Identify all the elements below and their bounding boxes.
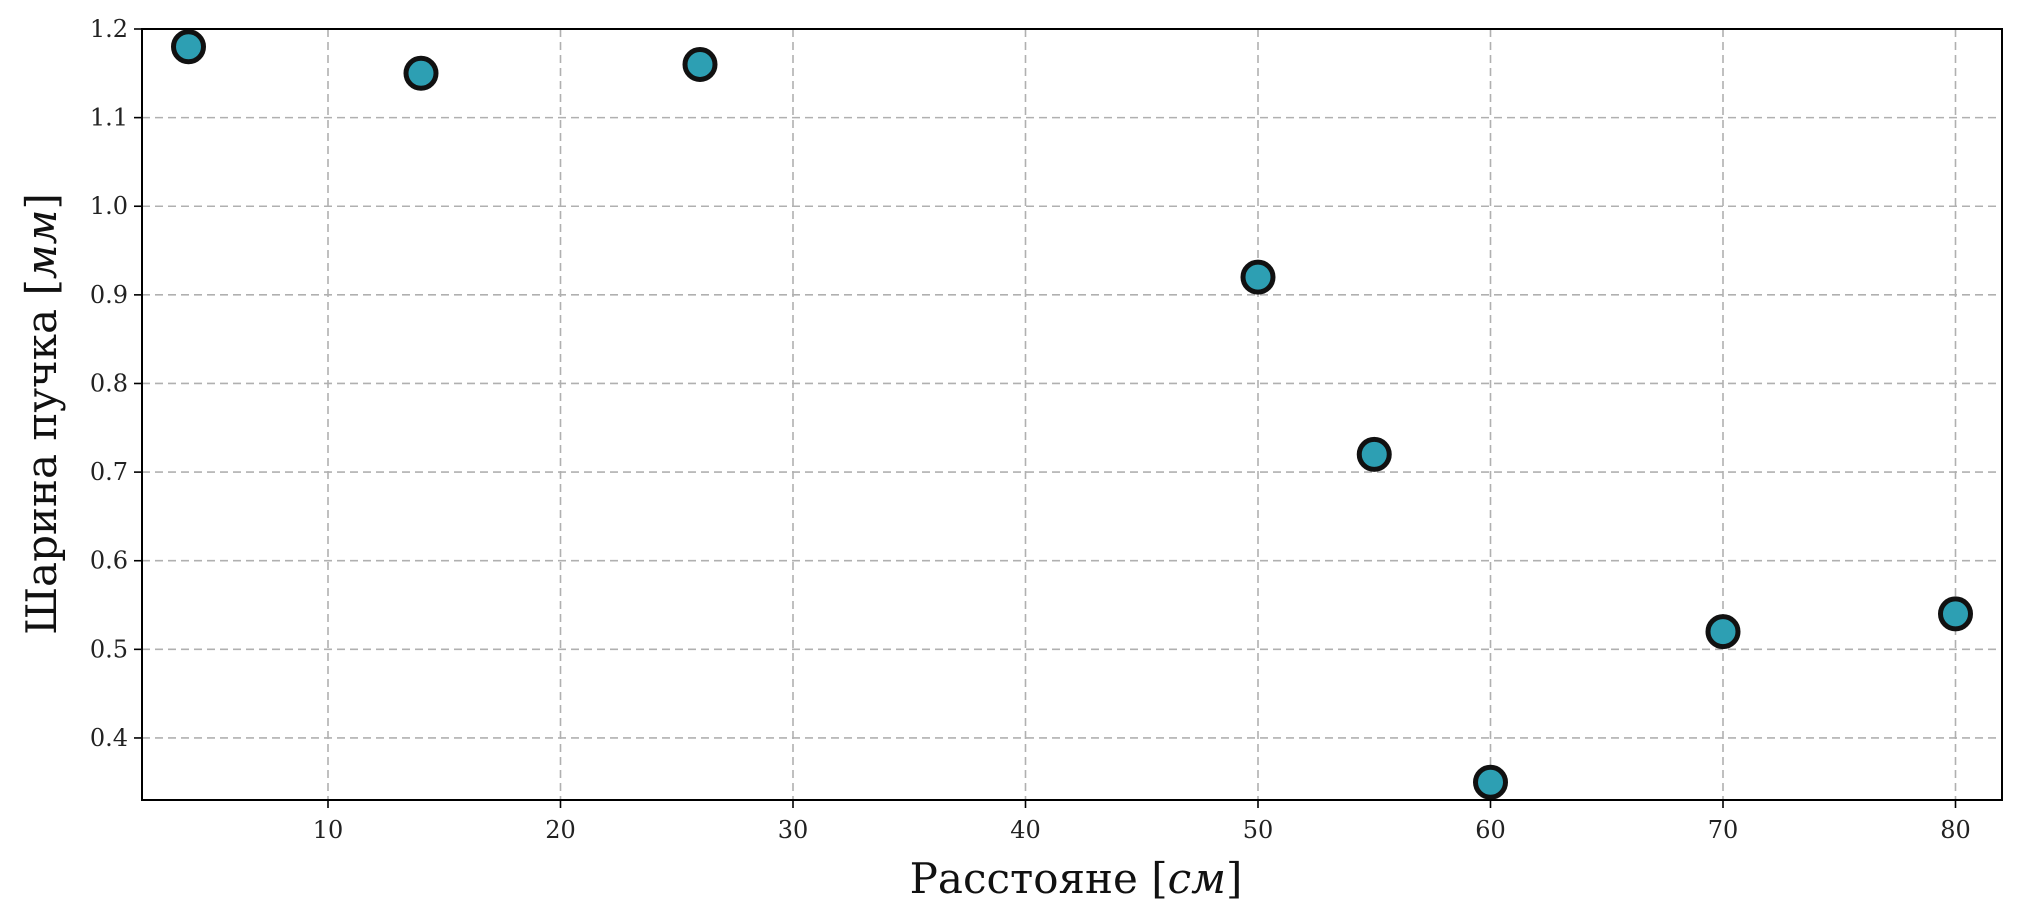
y-tick-label: 0.4 xyxy=(90,724,128,752)
y-tick-label: 0.6 xyxy=(90,547,128,575)
x-axis-ticks: 10 20 30 40 50 60 70 80 xyxy=(313,800,1971,844)
data-point xyxy=(403,55,439,91)
y-axis-ticks: 0.4 0.5 0.6 0.7 0.8 0.9 1.0 1.1 1.2 xyxy=(90,15,142,752)
x-tick-label: 10 xyxy=(313,816,344,844)
data-point xyxy=(1356,436,1392,472)
data-point xyxy=(171,29,206,65)
x-tick-label: 70 xyxy=(1708,816,1739,844)
data-point xyxy=(1705,614,1741,650)
y-tick-label: 1.2 xyxy=(90,15,128,43)
data-point xyxy=(1240,259,1276,295)
x-tick-label: 30 xyxy=(778,816,809,844)
data-point xyxy=(1473,764,1508,800)
grid xyxy=(142,28,2002,800)
x-tick-label: 40 xyxy=(1010,816,1041,844)
y-tick-label: 0.5 xyxy=(90,635,128,663)
x-tick-label: 60 xyxy=(1475,816,1506,844)
y-axis-label: Шарина пучка [мм] xyxy=(17,193,66,635)
data-point xyxy=(1938,596,1973,632)
y-tick-label: 1.1 xyxy=(90,104,128,132)
data-points xyxy=(171,29,1973,800)
x-tick-label: 50 xyxy=(1243,816,1274,844)
y-tick-label: 0.7 xyxy=(90,458,128,486)
y-tick-label: 0.8 xyxy=(90,369,128,397)
y-tick-label: 0.9 xyxy=(90,281,128,309)
plot-frame xyxy=(141,28,2003,801)
y-tick-label: 1.0 xyxy=(90,192,128,220)
data-point xyxy=(682,46,718,82)
x-axis-label: Расстояне [см] xyxy=(910,854,1243,903)
x-tick-label: 80 xyxy=(1940,816,1971,844)
x-tick-label: 20 xyxy=(545,816,576,844)
